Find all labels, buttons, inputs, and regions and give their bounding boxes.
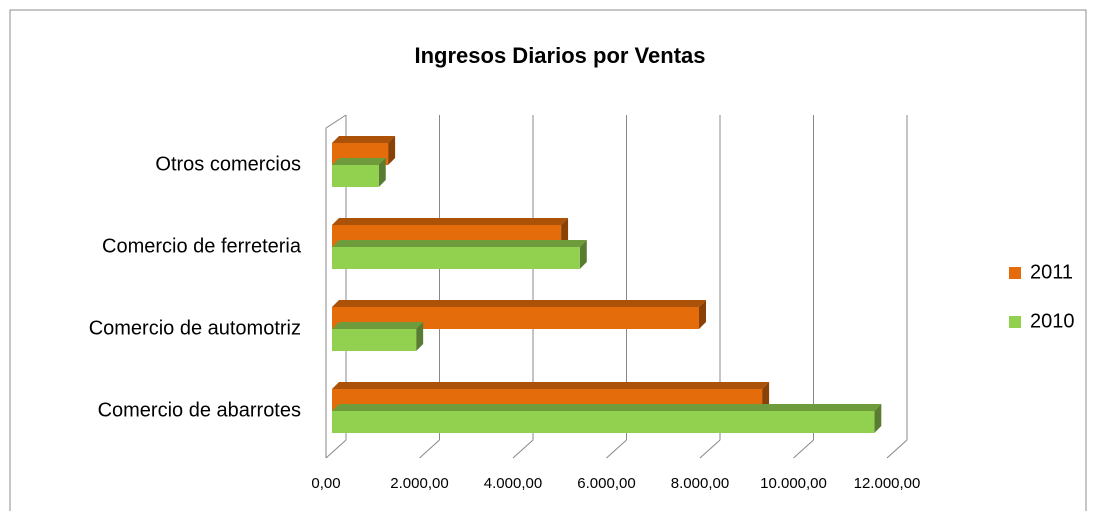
floor-line [606,439,627,459]
floor-line [419,439,440,459]
y-tick-label: Comercio de automotriz [89,317,301,339]
bar-side [416,322,424,351]
bar [332,411,875,433]
floor-line [325,439,347,459]
x-tick-label: 0,00 [311,475,340,492]
bar-top [332,322,424,329]
bar [332,307,699,329]
bar-side [561,218,569,247]
x-tick-label: 4.000,00 [484,475,542,492]
bar-side [874,404,882,433]
floor-line [512,439,534,459]
bar-side [378,158,386,187]
bar-side [762,382,770,411]
x-tick-label: 12.000,00 [854,475,921,492]
bar-top [332,240,587,247]
bar-top [332,300,706,307]
bar [332,165,379,187]
x-tick-label: 6.000,00 [577,475,635,492]
floor-line [793,439,814,459]
wall-edge [325,114,347,129]
y-tick-label: Comercio de abarrotes [98,399,301,421]
bar-side [388,136,396,165]
legend-swatch [1009,316,1021,328]
floor-line [886,439,908,459]
legend-label: 2010 [1030,310,1075,332]
y-tick-label: Comercio de ferreteria [102,235,302,257]
bar-side [579,240,587,269]
legend-label: 2011 [1030,261,1073,283]
legend-swatch [1009,267,1021,279]
y-tick-label: Otros comercios [155,153,301,175]
bar [332,247,580,269]
bar-top [332,158,386,165]
bar-top [332,382,770,389]
floor-line [699,439,721,459]
bar [332,329,417,351]
x-tick-label: 2.000,00 [390,475,448,492]
chart-title: Ingresos Diarios por Ventas [415,43,706,68]
bar-top [332,404,882,411]
bar-top [332,136,396,143]
bar-side [698,300,706,329]
x-tick-label: 10.000,00 [760,475,827,492]
bar-top [332,218,569,225]
x-tick-label: 8.000,00 [671,475,729,492]
